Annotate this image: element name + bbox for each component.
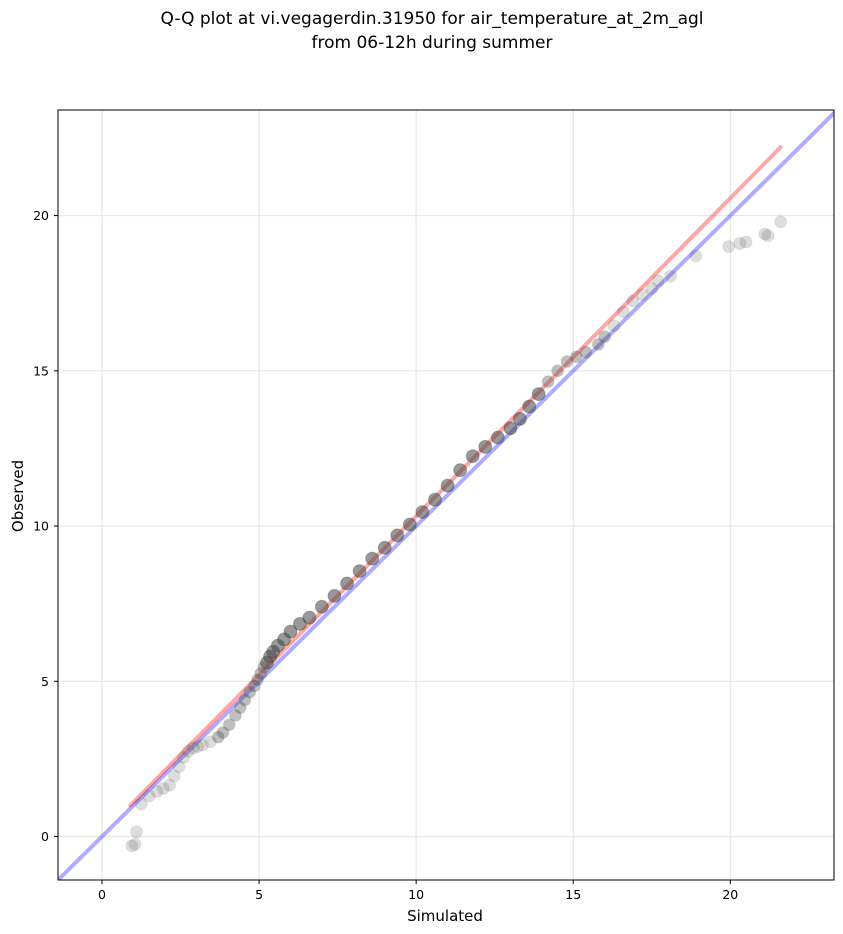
scatter-point [292, 616, 307, 631]
scatter-point [428, 492, 443, 507]
scatter-point [664, 269, 678, 283]
scatter-point [551, 364, 565, 378]
scatter-points [125, 215, 788, 853]
x-tick-label: 10 [408, 887, 424, 902]
scatter-point [203, 735, 217, 749]
scatter-point [243, 685, 257, 699]
scatter-point [167, 769, 181, 783]
scatter-point [560, 354, 574, 368]
scatter-point [156, 781, 170, 795]
scatter-point [512, 411, 527, 426]
scatter-point [522, 399, 537, 414]
scatter-point [216, 726, 230, 740]
scatter-point [150, 785, 164, 799]
scatter-point [352, 564, 367, 579]
scatter-point [250, 673, 264, 687]
scatter-point [722, 240, 736, 254]
scatter-point [314, 599, 329, 614]
scatter-point [283, 624, 298, 639]
scatter-point [689, 249, 703, 263]
scatter-point [541, 375, 555, 389]
scatter-point [733, 237, 747, 251]
scatter-point [531, 387, 546, 402]
scatter-point [645, 282, 659, 296]
scatter-point [490, 430, 505, 445]
scatter-point [233, 701, 247, 715]
scatter-point [503, 421, 518, 436]
scatter-point [761, 229, 775, 243]
scatter-point [774, 215, 788, 229]
scatter-point [365, 551, 380, 566]
scatter-point [465, 449, 480, 464]
reference-lines [58, 111, 834, 880]
y-tick-label: 15 [33, 363, 49, 378]
scatter-point [134, 797, 148, 811]
scatter-point [125, 839, 139, 853]
scatter-point [440, 478, 455, 493]
scatter-point [222, 718, 236, 732]
scatter-point [128, 837, 142, 851]
axis-ticks: 0 5 10 15 20 0 5 10 15 20 [33, 208, 738, 902]
y-tick-label: 10 [33, 519, 49, 534]
scatter-point [211, 730, 225, 744]
scatter-point [402, 517, 417, 532]
scatter-point [142, 789, 156, 803]
fit-line [128, 145, 783, 808]
identity-line [58, 111, 834, 880]
scatter-point [453, 463, 468, 478]
scatter-point [229, 708, 243, 722]
plot-frame [57, 109, 835, 881]
y-tick-label: 5 [41, 674, 49, 689]
y-tick-label: 20 [33, 208, 49, 223]
scatter-point [635, 288, 649, 302]
scatter-point [247, 679, 261, 693]
scatter-point [758, 227, 772, 241]
scatter-point [626, 294, 640, 308]
scatter-point [302, 610, 317, 625]
scatter-point [579, 345, 593, 359]
scatter-point [377, 540, 392, 555]
scatter-point [186, 741, 200, 755]
scatter-point [163, 778, 177, 792]
scatter-point [191, 739, 205, 753]
plot-area [58, 111, 834, 880]
chart-title-line-1: Q-Q plot at vi.vegagerdin.31950 for air_… [160, 9, 703, 29]
scatter-point [617, 305, 631, 319]
scatter-point [238, 693, 252, 707]
scatter-point [739, 235, 753, 249]
scatter-point [591, 337, 605, 351]
scatter-point [177, 750, 191, 764]
scatter-point [196, 738, 210, 752]
x-tick-label: 5 [255, 887, 263, 902]
x-tick-label: 20 [722, 887, 738, 902]
x-tick-label: 0 [98, 887, 106, 902]
scatter-point [340, 576, 355, 591]
scatter-point [172, 760, 186, 774]
scatter-point [415, 505, 430, 520]
scatter-point [130, 825, 144, 839]
scatter-point [651, 274, 665, 288]
y-axis-label: Observed [9, 460, 27, 532]
scatter-point [607, 319, 621, 333]
chart-title-line-2: from 06-12h during summer [312, 33, 553, 53]
scatter-point [254, 667, 268, 681]
y-tick-label: 0 [41, 829, 49, 844]
scatter-point [478, 439, 493, 454]
scatter-point [181, 744, 195, 758]
x-tick-label: 15 [565, 887, 581, 902]
grid-lines [58, 110, 834, 880]
scatter-point [327, 588, 342, 603]
x-axis-label: Simulated [407, 907, 483, 925]
scatter-point [598, 330, 612, 344]
scatter-point [390, 528, 405, 543]
scatter-point [569, 350, 583, 364]
